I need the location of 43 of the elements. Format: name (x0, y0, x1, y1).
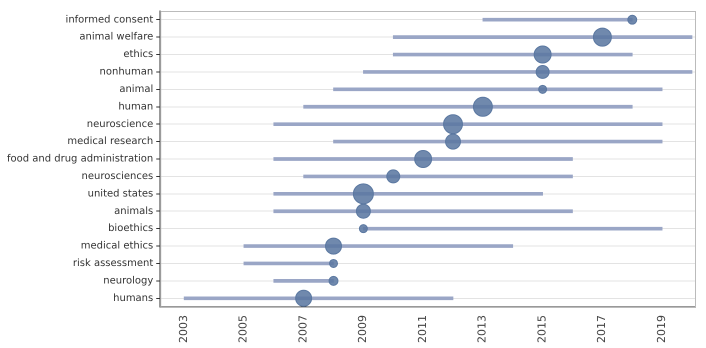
bar (333, 88, 662, 92)
bar (392, 52, 633, 56)
y-tick-label: united states (88, 188, 154, 200)
point (414, 150, 432, 168)
y-tick-label: medical research (67, 136, 154, 148)
bar (184, 296, 454, 300)
y-tick-label: neurosciences (82, 171, 154, 182)
y-tick-label: medical ethics (80, 240, 154, 252)
y-tick-label: risk assessment (72, 258, 154, 270)
y-tick-label: informed consent (66, 14, 154, 26)
x-tick-label: 2007 (296, 315, 310, 344)
x-tick-label: 2017 (595, 315, 608, 344)
x-tick-label: 2005 (236, 315, 250, 344)
x-tick-label: 2009 (356, 315, 370, 344)
point (445, 134, 461, 150)
y-tick-label: animal (119, 84, 154, 95)
bar (273, 157, 573, 161)
y-tick-label: nonhuman (100, 66, 154, 78)
y-tick-label: human (118, 101, 154, 112)
x-tick-label: 2019 (654, 315, 668, 344)
y-tick-label: neurology (103, 275, 154, 286)
y-tick-label: animal welfare (79, 32, 154, 43)
bar (333, 140, 662, 144)
bar (303, 104, 633, 109)
x-tick-label: 2013 (476, 315, 489, 344)
y-tick-label: bioethics (108, 223, 154, 234)
bar (392, 35, 692, 39)
y-tick-label: humans (113, 292, 154, 304)
bar (273, 209, 573, 214)
point (325, 238, 342, 255)
y-tick-label: animals (114, 206, 154, 217)
y-tick-label: food and drug administration (6, 154, 154, 165)
x-tick-label: 2003 (176, 315, 190, 344)
bar (363, 70, 692, 74)
bar (303, 174, 573, 178)
y-tick-label: neuroscience (86, 118, 154, 130)
bar (273, 122, 662, 126)
y-tick-label: ethics (123, 49, 154, 60)
point (295, 290, 312, 307)
point (356, 204, 371, 219)
x-tick-label: 2011 (416, 315, 429, 344)
bar (244, 244, 514, 248)
x-tick-label: 2015 (535, 315, 548, 344)
